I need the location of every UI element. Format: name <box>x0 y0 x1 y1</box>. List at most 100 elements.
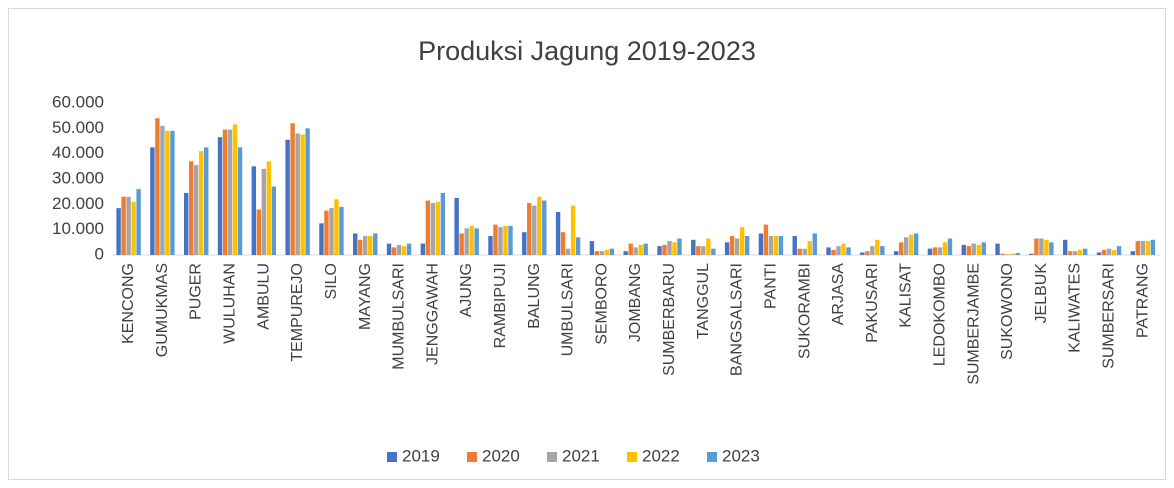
bar <box>903 237 909 255</box>
bar <box>734 238 740 255</box>
bar <box>204 147 209 255</box>
bar <box>908 234 914 255</box>
x-tick-label: BANGSALSARI <box>729 263 746 376</box>
x-tick-label: SUMBERBARU <box>661 263 678 376</box>
bar <box>522 232 527 255</box>
bar <box>503 225 508 255</box>
bar <box>329 208 334 255</box>
bar <box>537 196 542 255</box>
y-tick-label: 40.000 <box>52 143 104 162</box>
legend-swatch <box>707 452 717 462</box>
y-tick-label: 60.000 <box>52 92 104 111</box>
bar <box>870 246 875 255</box>
bar <box>305 128 310 255</box>
y-tick-label: 20.000 <box>52 194 104 213</box>
x-tick-label: SUMBERSARI <box>1101 263 1118 369</box>
bar <box>724 242 730 255</box>
bar <box>199 151 204 255</box>
bar <box>628 243 633 255</box>
x-tick-label: JELBUK <box>1033 263 1050 324</box>
bar <box>401 246 407 255</box>
bar <box>430 203 436 255</box>
bar <box>1150 239 1156 255</box>
bar <box>126 196 131 255</box>
x-tick-label: KENCONG <box>120 263 137 344</box>
bar <box>1044 239 1049 255</box>
bar <box>256 209 262 255</box>
bar <box>927 248 933 255</box>
bar <box>1029 253 1034 255</box>
bar <box>570 205 576 255</box>
bar <box>971 243 976 255</box>
chart-frame <box>8 8 1166 480</box>
bar <box>406 243 412 255</box>
bar <box>623 251 628 255</box>
bar <box>807 241 812 255</box>
bar <box>266 161 272 255</box>
bar <box>739 227 745 255</box>
bar <box>1130 251 1135 255</box>
bar <box>527 203 532 255</box>
bar <box>947 238 953 255</box>
bar <box>358 239 363 255</box>
bar <box>251 166 257 255</box>
bar <box>440 192 446 255</box>
bar <box>773 236 779 255</box>
bar <box>841 243 846 255</box>
bar <box>469 225 474 255</box>
x-tick-label: MUMBULSARI <box>391 263 408 370</box>
bar <box>131 201 136 255</box>
bar <box>194 165 199 255</box>
bar <box>1116 246 1122 255</box>
bar <box>498 227 503 255</box>
bar <box>217 137 223 255</box>
bar <box>334 199 339 255</box>
bar <box>425 200 431 255</box>
x-tick-label: SEMBORO <box>593 263 610 345</box>
bar <box>1140 241 1145 255</box>
bar <box>232 124 238 256</box>
x-tick-label: PATRANG <box>1134 263 1151 338</box>
bar <box>155 118 160 255</box>
bar <box>768 236 774 255</box>
bar <box>532 205 537 255</box>
bar <box>474 228 479 255</box>
bar <box>893 251 899 255</box>
bar <box>1145 241 1151 255</box>
bar <box>691 239 696 255</box>
bar <box>633 247 638 255</box>
bar <box>677 238 682 255</box>
x-tick-label: JENGGAWAH <box>424 263 441 365</box>
x-tick-label: TANGGUL <box>695 263 712 339</box>
bar <box>1106 248 1112 255</box>
x-tick-label: AJUNG <box>458 263 475 317</box>
bar <box>493 224 498 255</box>
bar <box>880 246 885 255</box>
bar <box>875 239 880 255</box>
bar <box>860 252 865 255</box>
bar <box>261 168 267 255</box>
bar <box>778 236 784 255</box>
bar <box>339 206 344 255</box>
legend-label: 2022 <box>642 446 680 465</box>
y-tick-label: 30.000 <box>52 168 104 187</box>
bar <box>368 236 373 255</box>
x-tick-label: AMBULU <box>255 263 272 330</box>
bar <box>797 248 802 255</box>
bar <box>227 129 233 255</box>
bar <box>189 161 194 255</box>
bar <box>150 147 155 255</box>
bar <box>170 130 175 255</box>
bar <box>1000 253 1005 255</box>
bar <box>565 248 571 255</box>
bar <box>1034 238 1039 255</box>
legend-swatch <box>387 452 397 462</box>
bar <box>1062 239 1068 255</box>
bar <box>609 248 615 255</box>
bar <box>763 224 769 255</box>
legend-swatch <box>467 452 477 462</box>
bar <box>942 242 948 255</box>
bar <box>662 244 667 255</box>
bar <box>396 244 402 255</box>
